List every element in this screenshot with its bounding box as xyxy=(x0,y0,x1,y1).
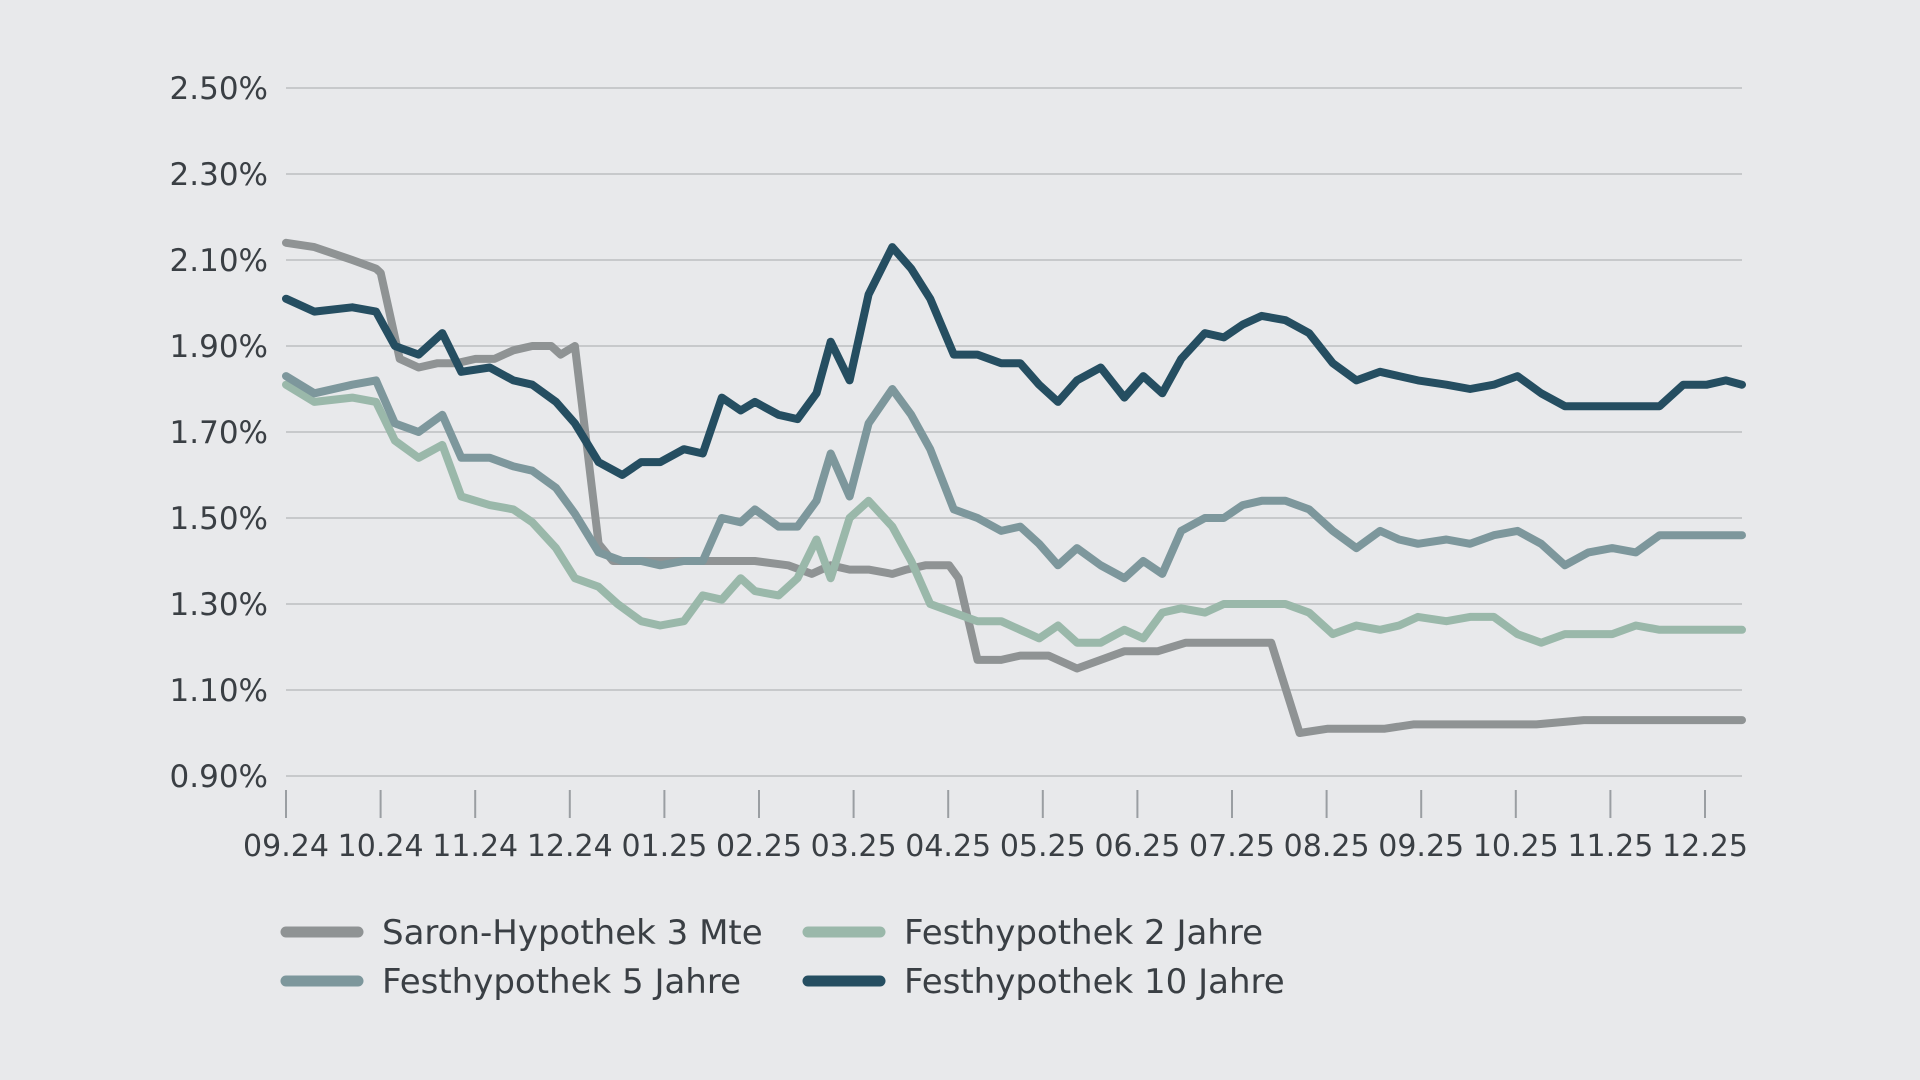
y-tick-label: 1.90% xyxy=(170,329,268,365)
x-tick-label: 02.25 xyxy=(716,829,802,864)
legend-label: Festhypothek 10 Jahre xyxy=(904,962,1285,1002)
x-tick-label: 03.25 xyxy=(811,829,897,864)
y-tick-label: 1.10% xyxy=(170,673,268,709)
x-tick-label: 06.25 xyxy=(1094,829,1180,864)
legend-label: Festhypothek 5 Jahre xyxy=(382,962,741,1002)
x-tick-label: 07.25 xyxy=(1189,829,1275,864)
series-lines xyxy=(282,238,1746,737)
series-line-festhypothek-5-jahre xyxy=(282,372,1746,583)
x-tick-label: 10.24 xyxy=(338,829,424,864)
y-axis: 2.50% 2.30% 2.10% 1.90% 1.70% 1.50% 1.30% 1.10%… xyxy=(170,71,268,795)
series-line-saron-hypothek-3-mte xyxy=(282,238,1746,737)
x-tick-label: 11.25 xyxy=(1567,829,1653,864)
x-tick-label: 08.25 xyxy=(1284,829,1370,864)
y-tick-label: 1.30% xyxy=(170,587,268,623)
x-tick-label: 12.25 xyxy=(1662,829,1748,864)
y-tick-label: 2.30% xyxy=(170,157,268,193)
series-line-festhypothek-2-jahre xyxy=(282,380,1746,647)
x-axis: 09.24 10.24 11.24 12.24 01.25 02.25 03.25 04.25… xyxy=(243,790,1748,864)
series-line-festhypothek-10-jahre xyxy=(282,243,1746,479)
y-tick-label: 0.90% xyxy=(170,759,268,795)
x-tick-label: 05.25 xyxy=(1000,829,1086,864)
x-tick-label: 11.24 xyxy=(432,829,518,864)
legend-label: Festhypothek 2 Jahre xyxy=(904,913,1263,953)
y-tick-label: 2.10% xyxy=(170,243,268,279)
x-tick-label: 09.24 xyxy=(243,829,329,864)
x-tick-label: 04.25 xyxy=(905,829,991,864)
y-tick-label: 2.50% xyxy=(170,71,268,107)
y-tick-label: 1.70% xyxy=(170,415,268,451)
x-tick-label: 12.24 xyxy=(527,829,613,864)
x-tick-label: 10.25 xyxy=(1473,829,1559,864)
x-tick-label: 01.25 xyxy=(621,829,707,864)
legend: Saron-Hypothek 3 Mte Festhypothek 2 Jahre… xyxy=(280,913,1285,1002)
legend-label: Saron-Hypothek 3 Mte xyxy=(382,913,763,953)
y-tick-label: 1.50% xyxy=(170,501,268,537)
x-tick-label: 09.25 xyxy=(1378,829,1464,864)
grid xyxy=(286,87,1742,777)
